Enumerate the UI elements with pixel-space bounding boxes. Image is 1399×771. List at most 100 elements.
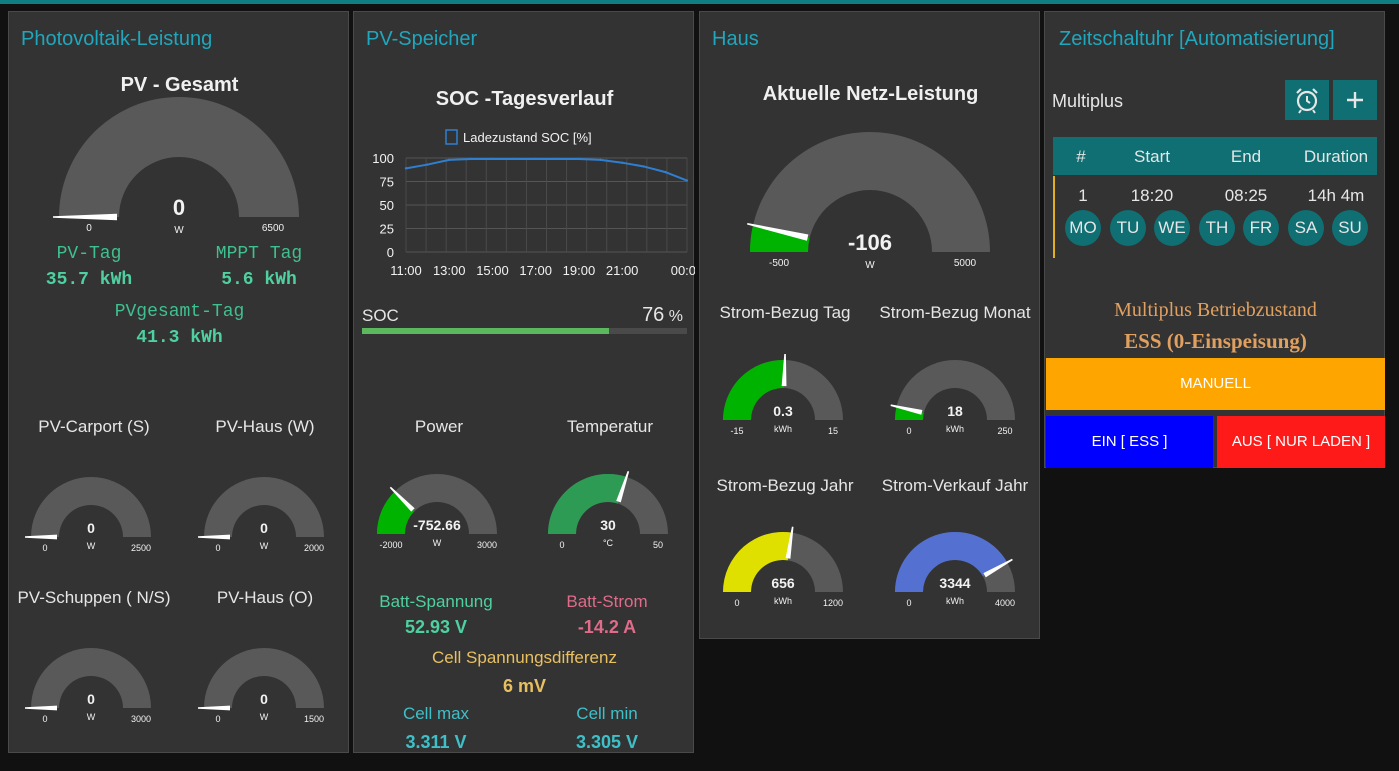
gauge-max: 4000 (995, 598, 1015, 608)
y-tick-label: 0 (387, 245, 394, 260)
power-label: Power (414, 417, 464, 436)
netz-leistung-label: Aktuelle Netz-Leistung (762, 83, 979, 105)
pv-carport-gauge: 0 W 0 2500 (25, 477, 151, 553)
y-tick-label: 100 (372, 151, 394, 166)
gauge-needle (25, 705, 57, 711)
soc-data-point (534, 157, 537, 161)
timer-row-duration: 14h 4m (1307, 186, 1365, 205)
speicher-panel-title: PV-Speicher (366, 28, 478, 50)
timer-panel-title: Zeitschaltuhr [Automatisierung] (1059, 28, 1335, 50)
batt-strom-label: Batt-Strom (566, 592, 648, 611)
cell-diff-value: 6 mV (502, 676, 547, 696)
cell-max-label: Cell max (402, 704, 470, 723)
gauge-min: -15 (730, 426, 743, 436)
soc-data-point (685, 179, 689, 182)
bezug-jahr-label: Strom-Bezug Jahr (716, 476, 854, 495)
cell-max-value: 3.311 V (405, 732, 467, 752)
gauge-unit: °C (603, 538, 614, 548)
gauge-min: 0 (906, 426, 911, 436)
soc-data-point (469, 157, 473, 161)
cell-min-value: 3.305 V (575, 732, 639, 752)
gauge-unit: W (433, 538, 442, 548)
manuell-button[interactable]: MANUELL (1046, 358, 1385, 410)
batt-spannung-value: 52.93 V (404, 617, 468, 637)
gauge-needle (389, 486, 415, 512)
bezug-monat-gauge: 18 kWh 0 250 (890, 360, 1015, 436)
soc-data-point (491, 157, 494, 161)
betriebzustand-value: ESS (0-Einspeisung) (1124, 329, 1307, 353)
pv-haus-w-label: PV-Haus (W) (215, 417, 315, 436)
verkauf-jahr-label: Strom-Verkauf Jahr (881, 476, 1029, 495)
day-su[interactable]: SU (1332, 210, 1368, 246)
timer-row[interactable]: 1 18:20 08:25 14h 4m MO TU WE TH FR SA S… (1053, 176, 1379, 258)
x-tick-label: 00:00 (671, 263, 695, 278)
gauge-unit: W (87, 712, 96, 722)
gauge-unit: W (260, 541, 269, 551)
gauge-value: 3344 (939, 575, 970, 591)
add-timer-button[interactable] (1333, 80, 1377, 120)
legend-swatch (445, 129, 458, 145)
temp-label: Temperatur (567, 417, 653, 436)
gauge-min: 0 (42, 543, 47, 553)
pv-haus-w-gauge: 0 W 0 2000 (198, 477, 324, 553)
soc-chart: Ladezustand SOC [%] 0 25 50 75 100 11:00 13:00 1… (372, 129, 695, 278)
gauge-track (895, 360, 1015, 420)
gauge-unit: W (174, 225, 184, 236)
gauge-max: 1500 (304, 714, 324, 724)
y-tick-label: 25 (380, 222, 394, 237)
soc-series-line (405, 157, 688, 182)
x-tick-label: 11:00 (390, 263, 422, 278)
pv-haus-o-label: PV-Haus (O) (216, 588, 314, 607)
gauge-min: 0 (86, 223, 92, 234)
ein-ess-button[interactable]: EIN [ ESS ] (1046, 416, 1213, 468)
gauge-needle (25, 534, 57, 540)
gauge-value: 0 (87, 691, 95, 707)
alarm-clock-icon (1296, 88, 1318, 114)
gauge-track (204, 477, 324, 537)
pvgesamt-value: 41.3 kWh (136, 328, 223, 348)
gauge-needle (983, 558, 1013, 578)
gauge-unit: kWh (774, 596, 792, 606)
soc-data-point (642, 165, 645, 168)
soc-data-point (512, 157, 516, 161)
day-fr[interactable]: FR (1243, 210, 1279, 246)
soc-data-point (448, 158, 451, 162)
day-sa[interactable]: SA (1288, 210, 1324, 246)
gauge-fill (548, 474, 627, 534)
col-duration-header: Duration (1303, 147, 1369, 166)
timer-device-label: Multiplus (1052, 91, 1124, 111)
gauge-fill (723, 532, 792, 592)
alarm-clock-button[interactable] (1285, 80, 1329, 120)
legend-label: Ladezustand SOC [%] (463, 130, 592, 145)
soc-data-point (404, 167, 408, 170)
aus-nur-laden-button[interactable]: AUS [ NUR LADEN ] (1217, 416, 1385, 468)
soc-bar-track (362, 328, 687, 334)
day-tu[interactable]: TU (1110, 210, 1146, 246)
bezug-tag-gauge: 0.3 kWh -15 15 (723, 354, 843, 436)
gauge-track (31, 648, 151, 708)
temp-gauge: 30 °C 0 50 (548, 470, 668, 550)
soc-data-point (599, 158, 602, 162)
gauge-needle (747, 222, 809, 241)
gauge-fill (750, 225, 810, 252)
gauge-value: 0 (173, 195, 185, 220)
gauge-value: 0 (260, 691, 268, 707)
betriebzustand-label: Multiplus Betriebzustand (1114, 299, 1317, 321)
gauge-value: -752.66 (413, 517, 461, 533)
gauge-max: 6500 (262, 223, 285, 234)
gauge-needle (198, 534, 230, 540)
soc-value-wrap: 76 % (642, 304, 683, 327)
pv-tag-value: 35.7 kWh (45, 270, 133, 290)
gauge-unit: kWh (946, 424, 964, 434)
pvgesamt-label: PVgesamt-Tag (114, 302, 245, 322)
day-th[interactable]: TH (1199, 210, 1235, 246)
gauge-track (59, 97, 299, 217)
pv-schuppen-label: PV-Schuppen ( N/S) (17, 588, 171, 607)
gauge-min: 0 (215, 714, 220, 724)
day-mo[interactable]: MO (1065, 210, 1101, 246)
day-we[interactable]: WE (1154, 210, 1190, 246)
soc-data-point (664, 170, 667, 174)
bezug-tag-label: Strom-Bezug Tag (719, 303, 851, 322)
gauge-min: 0 (42, 714, 47, 724)
soc-data-point (426, 163, 429, 166)
